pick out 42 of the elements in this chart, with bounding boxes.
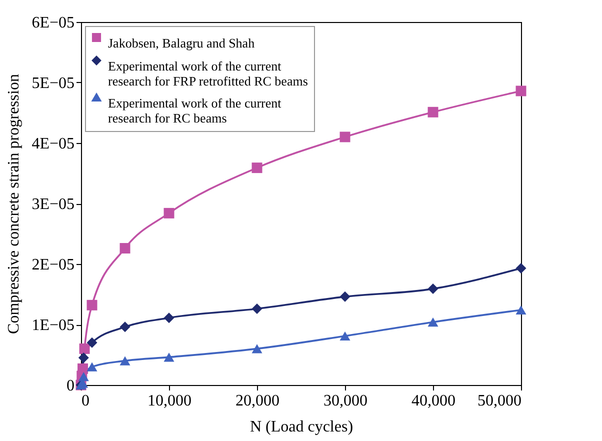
x-tick-label: 30,000 <box>324 392 368 410</box>
point <box>428 284 438 294</box>
legend-label: Experimental work of the current research for FRP retrofitted RC beams <box>108 58 308 88</box>
point <box>428 106 438 118</box>
point <box>516 305 526 315</box>
point <box>164 208 174 218</box>
point <box>86 337 98 348</box>
x-axis-title: N (Load cycles) <box>250 418 354 436</box>
point <box>252 162 262 174</box>
point <box>120 243 130 254</box>
y-tick-label: 0 <box>66 378 74 394</box>
point <box>516 86 526 96</box>
point <box>164 312 174 324</box>
x-tick-label: 20,000 <box>236 392 280 410</box>
point <box>120 356 130 366</box>
legend-label: Experimental work of the current research for RC beams <box>108 96 282 126</box>
point <box>120 322 130 332</box>
point <box>78 363 88 374</box>
point <box>516 262 526 274</box>
point <box>252 344 262 354</box>
point <box>340 331 350 341</box>
point <box>86 300 98 310</box>
point <box>340 132 350 142</box>
x-tick-label: 0 <box>82 392 90 410</box>
legend-label: Jakobsen, Balagru and Shah <box>108 36 256 50</box>
x-tick-label: 40,000 <box>412 392 456 410</box>
point <box>428 318 438 327</box>
y-tick-label: 3E−05 <box>32 196 74 213</box>
y-tick-label: 2E−05 <box>32 256 74 274</box>
point <box>252 304 262 314</box>
y-tick-label: 5E−05 <box>32 75 74 92</box>
x-tick-label: 10,000 <box>148 392 192 410</box>
y-tick-label: 6E−05 <box>32 14 74 32</box>
y-axis-title: Compressive concrete strain progression <box>6 74 23 334</box>
point <box>79 343 90 354</box>
point <box>340 291 350 302</box>
point <box>164 352 174 362</box>
y-tick-label: 4E−05 <box>32 136 74 152</box>
y-tick-label: 1E−05 <box>32 317 74 334</box>
point <box>86 362 98 372</box>
point <box>78 352 89 364</box>
x-tick-label: 50,000 <box>478 392 522 410</box>
